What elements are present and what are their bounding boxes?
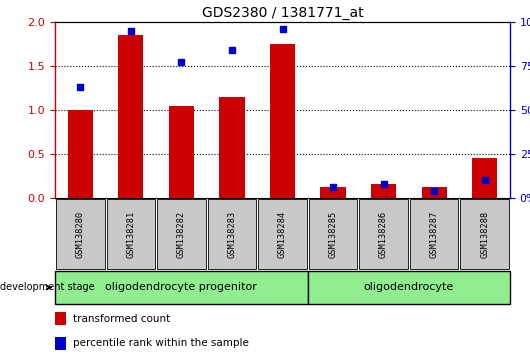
Text: GSM138281: GSM138281: [126, 210, 135, 258]
Text: GSM138287: GSM138287: [430, 210, 439, 258]
Bar: [371, 184, 396, 198]
Bar: [56, 199, 104, 269]
Bar: [321, 187, 346, 198]
Text: development stage: development stage: [0, 282, 95, 292]
Point: [481, 178, 489, 183]
Bar: [219, 97, 244, 198]
Text: percentile rank within the sample: percentile rank within the sample: [73, 338, 249, 348]
Bar: [309, 199, 357, 269]
Text: GSM138288: GSM138288: [480, 210, 489, 258]
Text: oligodendrocyte progenitor: oligodendrocyte progenitor: [105, 282, 258, 292]
Text: GSM138286: GSM138286: [379, 210, 388, 258]
Bar: [208, 199, 256, 269]
Bar: [55, 312, 66, 325]
Text: transformed count: transformed count: [73, 314, 171, 324]
Bar: [258, 199, 307, 269]
Text: oligodendrocyte: oligodendrocyte: [364, 282, 454, 292]
Bar: [308, 271, 510, 304]
Bar: [421, 187, 447, 198]
Bar: [472, 158, 497, 198]
Bar: [107, 199, 155, 269]
Text: GSM138283: GSM138283: [227, 210, 236, 258]
Bar: [157, 199, 206, 269]
Text: GSM138282: GSM138282: [177, 210, 186, 258]
Point: [379, 181, 388, 187]
Bar: [359, 199, 408, 269]
Bar: [410, 199, 458, 269]
Point: [76, 84, 84, 90]
Point: [329, 184, 337, 190]
Point: [127, 28, 135, 34]
Point: [430, 188, 438, 194]
Bar: [68, 110, 93, 198]
Bar: [55, 271, 308, 304]
Bar: [118, 35, 144, 198]
Point: [177, 59, 186, 65]
Bar: [169, 105, 194, 198]
Bar: [461, 199, 509, 269]
Text: GSM138280: GSM138280: [76, 210, 85, 258]
Bar: [270, 44, 295, 198]
Point: [228, 47, 236, 53]
Bar: [55, 337, 66, 350]
Text: GSM138284: GSM138284: [278, 210, 287, 258]
Text: GSM138285: GSM138285: [329, 210, 338, 258]
Point: [278, 26, 287, 32]
Title: GDS2380 / 1381771_at: GDS2380 / 1381771_at: [202, 6, 363, 19]
